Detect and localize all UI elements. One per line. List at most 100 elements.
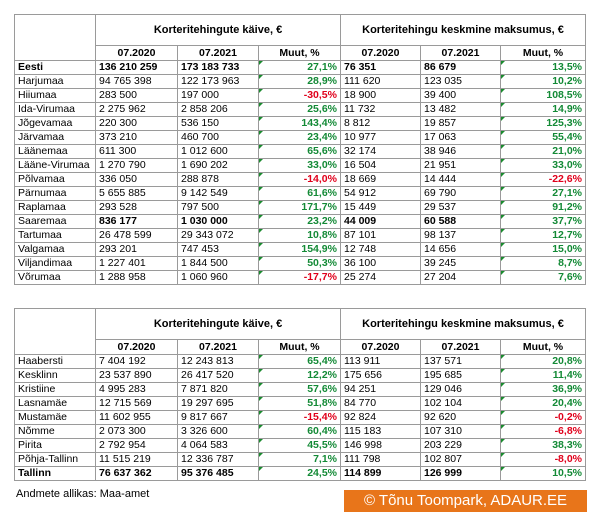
row-label: Viljandimaa [14,256,96,271]
row-label: Võrumaa [14,270,96,285]
change-cell: 23,4% [258,130,341,145]
row-label: Lääne-Virumaa [14,158,96,173]
row-label: Harjumaa [14,74,96,89]
value-cell: 18 900 [340,88,421,103]
value-cell: 23 537 890 [95,368,178,383]
row-label: Tartumaa [14,228,96,243]
data-row: Läänemaa 611 300 1 012 600 65,6% 32 174 38 94… [14,144,586,159]
change-cell: 12,7% [500,228,586,243]
row-label: Tallinn [14,466,96,481]
table-body: Korteritehingute käive, € Korteritehingu … [14,14,586,285]
value-cell: 39 245 [420,256,501,271]
value-cell: 32 174 [340,144,421,159]
row-label: Järvamaa [14,130,96,145]
value-cell: 12 243 813 [177,354,259,369]
column-header: Muut, % [258,339,341,355]
data-row: Haabersti 7 404 192 12 243 813 65,4% 113 911… [14,354,586,369]
value-cell: 336 050 [95,172,178,187]
value-cell: 38 946 [420,144,501,159]
value-cell: 9 817 667 [177,410,259,425]
data-row: Jõgevamaa 220 300 536 150 143,4% 8 812 19 857… [14,116,586,131]
value-cell: 15 449 [340,200,421,215]
row-label: Pirita [14,438,96,453]
value-cell: 8 812 [340,116,421,131]
change-cell: 108,5% [500,88,586,103]
value-cell: 98 137 [420,228,501,243]
value-cell: 1 012 600 [177,144,259,159]
row-label: Lasnamäe [14,396,96,411]
value-cell: 11 515 219 [95,452,178,467]
change-cell: 24,5% [258,466,341,481]
value-cell: 69 790 [420,186,501,201]
data-row: Järvamaa 373 210 460 700 23,4% 10 977 17 063 5… [14,130,586,145]
value-cell: 12 748 [340,242,421,257]
data-row: Nõmme 2 073 300 3 326 600 60,4% 115 183 107 3… [14,424,586,439]
change-cell: 57,6% [258,382,341,397]
value-cell: 92 824 [340,410,421,425]
value-cell: 1 270 790 [95,158,178,173]
row-label: Valgamaa [14,242,96,257]
change-cell: -17,7% [258,270,341,285]
value-cell: 18 669 [340,172,421,187]
change-cell: 27,1% [500,186,586,201]
data-table: Korteritehingute käive, € Korteritehingu … [14,308,586,481]
column-header: Muut, % [500,339,586,355]
change-cell: 36,9% [500,382,586,397]
data-row: Tartumaa 26 478 599 29 343 072 10,8% 87 101 9… [14,228,586,243]
change-cell: 50,3% [258,256,341,271]
value-cell: 36 100 [340,256,421,271]
table-body: Korteritehingute käive, € Korteritehingu … [14,308,586,481]
value-cell: 94 251 [340,382,421,397]
data-row: Pärnumaa 5 655 885 9 142 549 61,6% 54 912 69 … [14,186,586,201]
change-cell: 33,0% [258,158,341,173]
value-cell: 11 732 [340,102,421,117]
row-label: Jõgevamaa [14,116,96,131]
change-cell: 38,3% [500,438,586,453]
group-header: Korteritehingu keskmine maksumus, € [340,308,586,340]
change-cell: 27,1% [258,60,341,75]
data-row: Võrumaa 1 288 958 1 060 960 -17,7% 25 274 27 … [14,270,586,285]
data-row: Kesklinn 23 537 890 26 417 520 12,2% 175 656… [14,368,586,383]
row-label: Pärnumaa [14,186,96,201]
group-header: Korteritehingute käive, € [95,308,341,340]
value-cell: 14 656 [420,242,501,257]
row-label: Kesklinn [14,368,96,383]
column-header: 07.2021 [177,45,259,61]
change-cell: 10,2% [500,74,586,89]
value-cell: 111 798 [340,452,421,467]
value-cell: 536 150 [177,116,259,131]
change-cell: 8,7% [500,256,586,271]
value-cell: 373 210 [95,130,178,145]
row-label: Saaremaa [14,214,96,229]
change-cell: 15,0% [500,242,586,257]
value-cell: 92 620 [420,410,501,425]
value-cell: 288 878 [177,172,259,187]
change-cell: 154,9% [258,242,341,257]
change-cell: -15,4% [258,410,341,425]
header-row: Korteritehingute käive, € Korteritehingu … [14,308,586,355]
value-cell: 21 951 [420,158,501,173]
value-cell: 1 030 000 [177,214,259,229]
value-cell: 95 376 485 [177,466,259,481]
column-header: 07.2020 [95,45,178,61]
change-cell: 10,5% [500,466,586,481]
value-cell: 1 227 401 [95,256,178,271]
value-cell: 39 400 [420,88,501,103]
value-cell: 137 571 [420,354,501,369]
value-cell: 2 073 300 [95,424,178,439]
value-cell: 797 500 [177,200,259,215]
value-cell: 17 063 [420,130,501,145]
change-cell: 65,6% [258,144,341,159]
value-cell: 1 288 958 [95,270,178,285]
source-note: Andmete allikas: Maa-amet [16,488,150,500]
change-cell: 91,2% [500,200,586,215]
change-cell: 13,5% [500,60,586,75]
change-cell: 65,4% [258,354,341,369]
value-cell: 173 183 733 [177,60,259,75]
value-cell: 26 478 599 [95,228,178,243]
column-header: Muut, % [500,45,586,61]
data-row: Valgamaa 293 201 747 453 154,9% 12 748 14 656… [14,242,586,257]
value-cell: 293 528 [95,200,178,215]
column-header: 07.2020 [95,339,178,355]
